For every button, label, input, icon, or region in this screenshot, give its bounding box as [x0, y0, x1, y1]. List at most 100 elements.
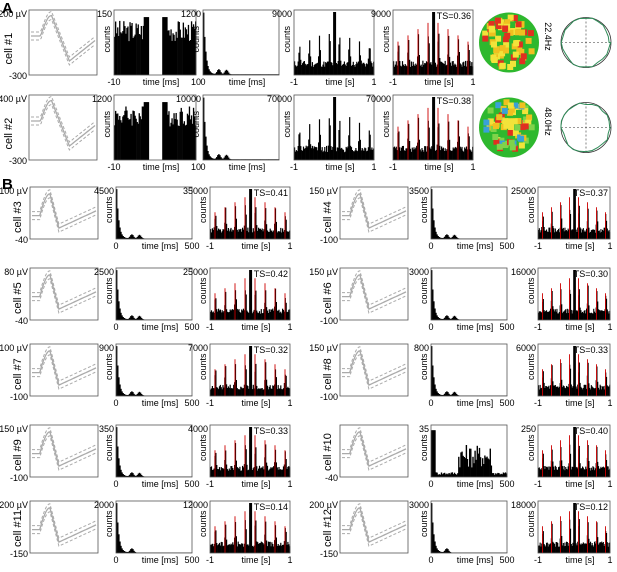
autocorr-b-11-bar — [240, 544, 242, 553]
isi-b-12-ytick-max: 3000 — [409, 500, 429, 510]
isi-b-12-bar — [437, 550, 439, 553]
autocorr-b-11-bar — [271, 542, 273, 553]
cell-label-b-9: cell #9 — [12, 439, 24, 471]
isi-b-11-frame — [115, 500, 193, 554]
autocorr-b-6-bar — [575, 310, 577, 320]
short-autocorr-a2-bar — [163, 102, 165, 160]
autocorr-b-7-bar — [287, 386, 289, 396]
autocorr-b-12-bar — [558, 546, 560, 553]
waveform-b-4-frame — [339, 186, 409, 240]
autocorr-b-4-bar — [580, 228, 582, 239]
autocorr-b-11-bar — [266, 540, 268, 553]
autocorr-b-7-bar — [268, 386, 270, 396]
isi-b-6-ylabel: counts — [419, 277, 429, 304]
isi-b-4-bar — [439, 237, 442, 239]
autocorr-b-11-bar — [250, 503, 252, 553]
isi-b-10-bar — [464, 458, 467, 477]
long-autocorr-a2-bar — [370, 149, 372, 160]
short-autocorr-a1-bar — [143, 17, 146, 76]
autocorr-b-9-bar — [234, 443, 237, 477]
autocorr-b-5-bar — [237, 310, 239, 320]
long-autocorr-a1-bar — [339, 37, 341, 75]
autocorr-b-12-bar — [550, 543, 552, 553]
fit-autocorr-a2-bar — [400, 150, 402, 160]
long-autocorr-a1-bar — [358, 61, 360, 75]
isi-b-4-bar — [441, 238, 444, 239]
autocorr-b-3-bar — [227, 228, 229, 239]
isi-b-10-bar — [463, 457, 465, 477]
autocorr-b-12-bar — [581, 543, 583, 553]
isi-b-6-bar — [432, 289, 434, 320]
long-autocorr-a1-bar — [310, 66, 313, 75]
fit-autocorr-a2-bar — [399, 147, 401, 160]
autocorr-b-5-bar — [222, 312, 224, 320]
waveform-b-3-upper-envelope — [32, 189, 97, 225]
autocorr-b-12-bar — [564, 542, 566, 553]
isi-b-10-bar — [437, 474, 439, 477]
long-autocorr-a2-bar — [353, 151, 355, 160]
autocorr-b-4-ts: TS=0.37 — [574, 188, 608, 198]
rate-map-a1-cell — [488, 25, 495, 32]
isi-b-6-bar — [456, 318, 458, 320]
waveform-b-3-lower-envelope — [32, 197, 97, 233]
isi-b-9-bar — [134, 475, 136, 477]
autocorr-b-8-bar — [549, 388, 551, 396]
rate-map-a2-cell — [492, 134, 499, 140]
autocorr-b-5-bar — [259, 313, 261, 320]
fit-autocorr-a2-bar — [469, 149, 471, 160]
autocorr-b-9-bar — [250, 427, 253, 477]
long-autocorr-a2-bar — [363, 151, 365, 160]
autocorr-b-3-bar — [253, 231, 255, 239]
autocorr-b-8-bar — [542, 371, 544, 396]
short-autocorr-a2-bar — [134, 115, 136, 160]
waveform-b-4-ytick-bottom: -100 — [320, 235, 338, 245]
isi-b-9-bars — [116, 427, 193, 477]
fit-autocorr-a1-bar — [402, 64, 404, 75]
short-autocorr-a1-bar — [138, 34, 140, 75]
autocorr-b-7-bar — [238, 389, 240, 396]
autocorr-b-5-bar — [235, 299, 237, 320]
long-autocorr-a2-bar — [328, 118, 330, 160]
autocorr-b-3-bar — [222, 229, 224, 239]
isi-b-5-bar — [127, 318, 130, 320]
short-autocorr-a1-bar — [136, 28, 138, 76]
fit-autocorr-a1-bar — [418, 55, 420, 75]
long-autocorr-a1-bar — [324, 66, 326, 75]
isi-b-3-bar — [133, 236, 135, 239]
autocorr-b-4-bar — [576, 232, 578, 239]
autocorr-b-5-bar — [213, 312, 215, 320]
waveform-b-3-ytick-top: 100 µV — [0, 186, 28, 196]
autocorr-b-5-bar — [288, 309, 290, 320]
autocorr-b-12-bar — [576, 545, 578, 553]
waveform-b-5-frame — [29, 267, 99, 321]
autocorr-b-7-bar — [220, 387, 222, 396]
autocorr-b-6-bar — [544, 311, 546, 320]
waveform-b-5-ytick-bottom: -40 — [15, 316, 28, 326]
autocorr-b-12-bar — [562, 545, 564, 553]
short-autocorr-a1-bar — [163, 17, 165, 76]
long-autocorr-a1-bar — [313, 65, 315, 75]
short-autocorr-a2-bar — [133, 111, 135, 160]
isi-b-5-bar — [137, 316, 140, 320]
autocorr-b-5-bar — [277, 310, 279, 320]
autocorr-b-8-bar — [555, 386, 557, 396]
fit-autocorr-a2-ytick-max: 70000 — [366, 94, 391, 104]
short-autocorr-a1-ytick-max: 150 — [97, 9, 112, 19]
isi-b-10-ytick-max: 35 — [419, 424, 429, 434]
fit-autocorr-a1-bar — [406, 66, 408, 75]
autocorr-b-7-bar — [252, 384, 254, 396]
short-autocorr-a2-bar — [191, 123, 194, 160]
isi-b-10-bar — [451, 472, 453, 477]
isi-b-10-bar — [431, 430, 433, 477]
short-autocorr-a1-bar — [133, 36, 135, 75]
autocorr-b-9-bar — [282, 466, 285, 477]
fit-autocorr-a1-bar — [438, 33, 440, 75]
isi-b-10-bar — [448, 473, 450, 477]
autocorr-b-6-ts-value: 0.30 — [590, 269, 608, 279]
long-autocorr-a1-ytick-max: 9000 — [272, 9, 292, 19]
autocorr-b-8-bar — [558, 386, 560, 396]
autocorr-b-5-bar — [215, 298, 217, 320]
autocorr-b-10-bar — [562, 469, 564, 477]
fit-autocorr-a2-ts-value: 0.38 — [453, 96, 471, 106]
isi-a2-bar — [225, 154, 228, 160]
